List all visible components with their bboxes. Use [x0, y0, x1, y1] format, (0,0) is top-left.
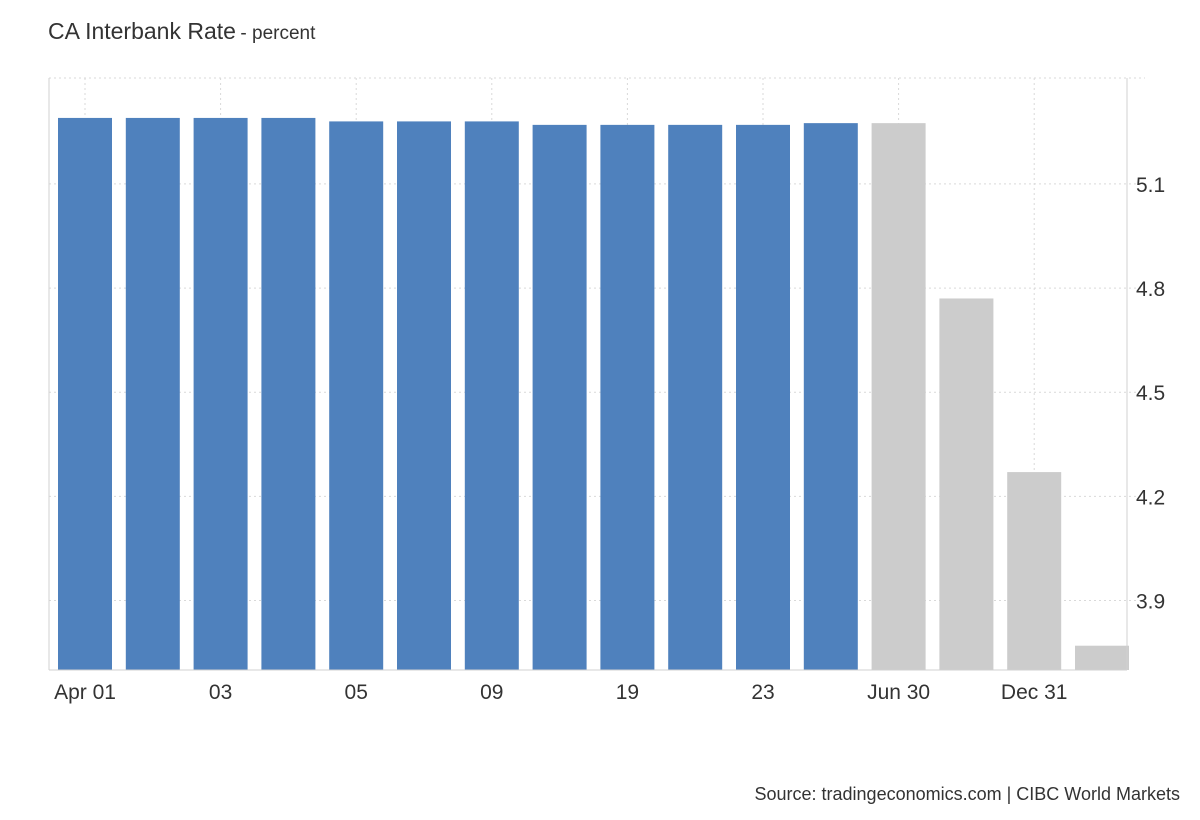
- y-tick-label: 5.1: [1136, 174, 1165, 197]
- bars-layer: [58, 117, 1129, 671]
- y-tick-label: 4.8: [1136, 278, 1165, 301]
- x-tick-label: 09: [480, 681, 503, 704]
- actual-bar: [803, 123, 858, 671]
- actual-bar: [261, 117, 316, 670]
- actual-bar: [668, 124, 723, 670]
- chart-unit: - percent: [240, 23, 316, 44]
- source-credit: Source: tradingeconomics.com | CIBC Worl…: [754, 784, 1181, 804]
- actual-bar: [58, 117, 112, 670]
- chart-title: CA Interbank Rate: [48, 18, 236, 44]
- x-tick-label: Dec 31: [1001, 681, 1068, 704]
- forecast-bar: [939, 298, 994, 670]
- actual-bar: [125, 117, 180, 670]
- y-tick-label: 3.9: [1136, 591, 1165, 614]
- forecast-bar: [1075, 645, 1129, 670]
- actual-bar: [464, 121, 519, 671]
- x-tick-label: Jun 30: [867, 681, 930, 704]
- actual-bar: [397, 121, 451, 671]
- x-axis-labels: Apr 01 03 05 09 19 23 Jun 30 Dec 31: [54, 681, 1067, 704]
- x-tick-label: 05: [345, 681, 368, 704]
- y-tick-label: 4.5: [1136, 382, 1165, 405]
- actual-bar: [600, 124, 655, 670]
- actual-bar: [532, 124, 587, 670]
- x-tick-label: 19: [616, 681, 639, 704]
- axis-layer: [48, 78, 1128, 671]
- actual-bar: [329, 121, 384, 671]
- y-tick-label: 4.2: [1136, 486, 1165, 509]
- x-tick-label: 03: [209, 681, 232, 704]
- chart-header: CA Interbank Rate - percent: [48, 18, 315, 45]
- y-axis-labels: 3.9 4.2 4.5 4.8 5.1: [1136, 174, 1165, 614]
- x-tick-label: Apr 01: [54, 681, 116, 704]
- forecast-bar: [1007, 472, 1062, 670]
- actual-bar: [193, 117, 248, 670]
- forecast-bar: [871, 123, 926, 671]
- x-tick-label: 23: [751, 681, 774, 704]
- actual-bar: [736, 124, 790, 670]
